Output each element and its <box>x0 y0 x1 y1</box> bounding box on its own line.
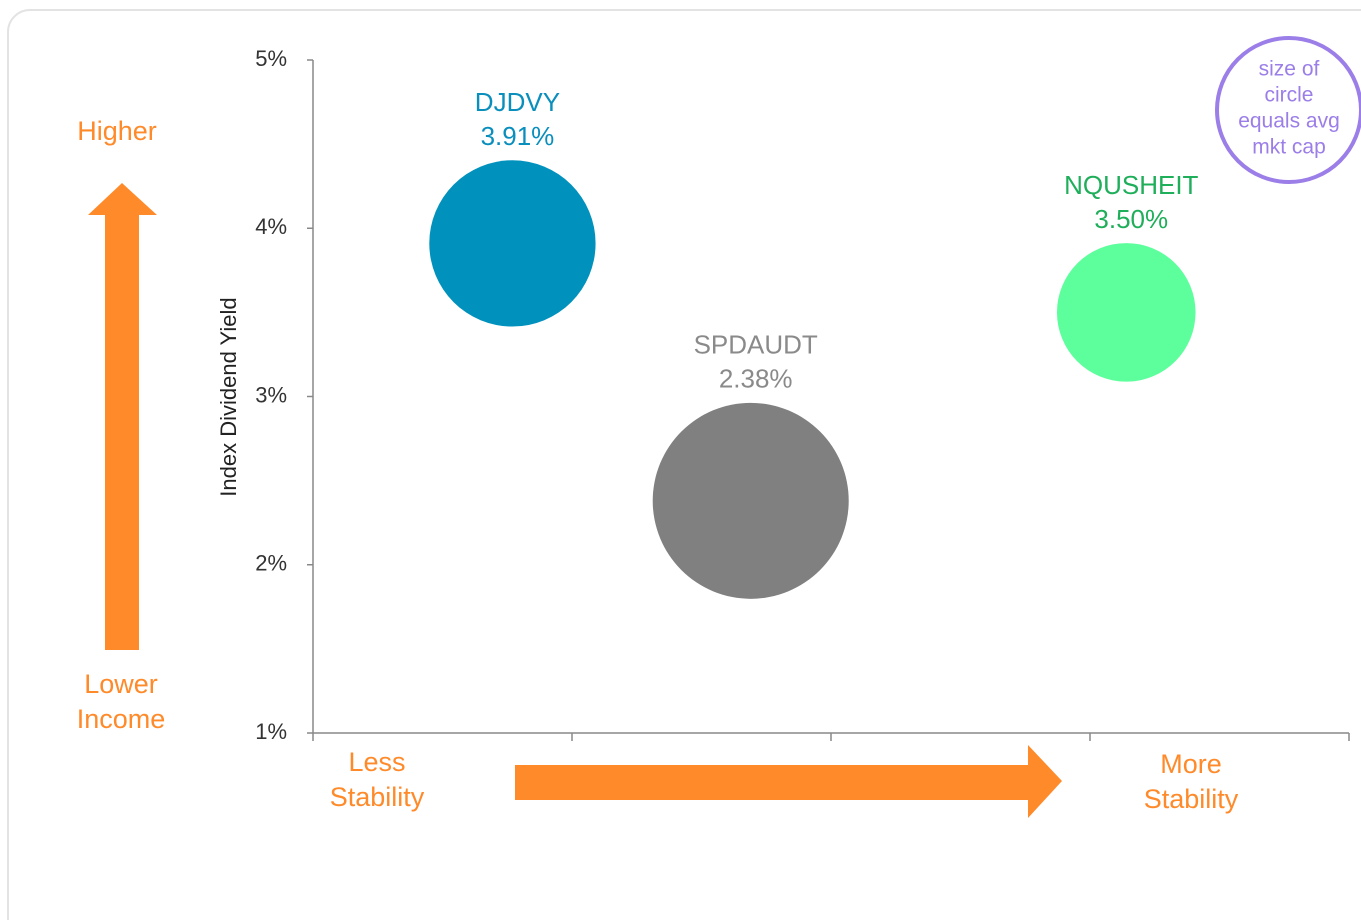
annotation: equals avg <box>1238 110 1340 133</box>
bubble-name: DJDVY <box>475 87 560 117</box>
annotation: mkt cap <box>1252 136 1326 159</box>
annotation: circle <box>1264 84 1313 107</box>
y-tick-label: 4% <box>255 214 287 239</box>
data-label: 3.50% <box>1094 204 1168 234</box>
bubble-name: NQUSHEIT <box>1064 170 1198 200</box>
annotation: Stability <box>330 782 425 812</box>
annotation: size of <box>1259 58 1320 81</box>
annotation: Lower <box>84 669 158 699</box>
bubble <box>1056 243 1196 382</box>
annotation: More <box>1160 749 1222 779</box>
y-axis-title: Index Dividend Yield <box>216 297 241 496</box>
annotation: Stability <box>1144 784 1239 814</box>
y-tick-label: 3% <box>255 382 287 407</box>
bubble <box>652 402 849 599</box>
annotation: Less <box>348 747 405 777</box>
vertical-arrow <box>88 183 157 650</box>
y-tick-label: 1% <box>255 719 287 744</box>
size-legend-circle <box>1215 36 1361 184</box>
annotation: Higher <box>77 116 157 146</box>
y-tick-label: 5% <box>255 46 287 71</box>
bubble <box>429 160 596 327</box>
data-label: 3.91% <box>481 121 555 151</box>
horizontal-arrow <box>515 745 1062 818</box>
bubble-name: SPDAUDT <box>694 330 818 360</box>
annotation: Income <box>77 704 166 734</box>
y-tick-label: 2% <box>255 551 287 576</box>
data-label: 2.38% <box>719 364 793 394</box>
